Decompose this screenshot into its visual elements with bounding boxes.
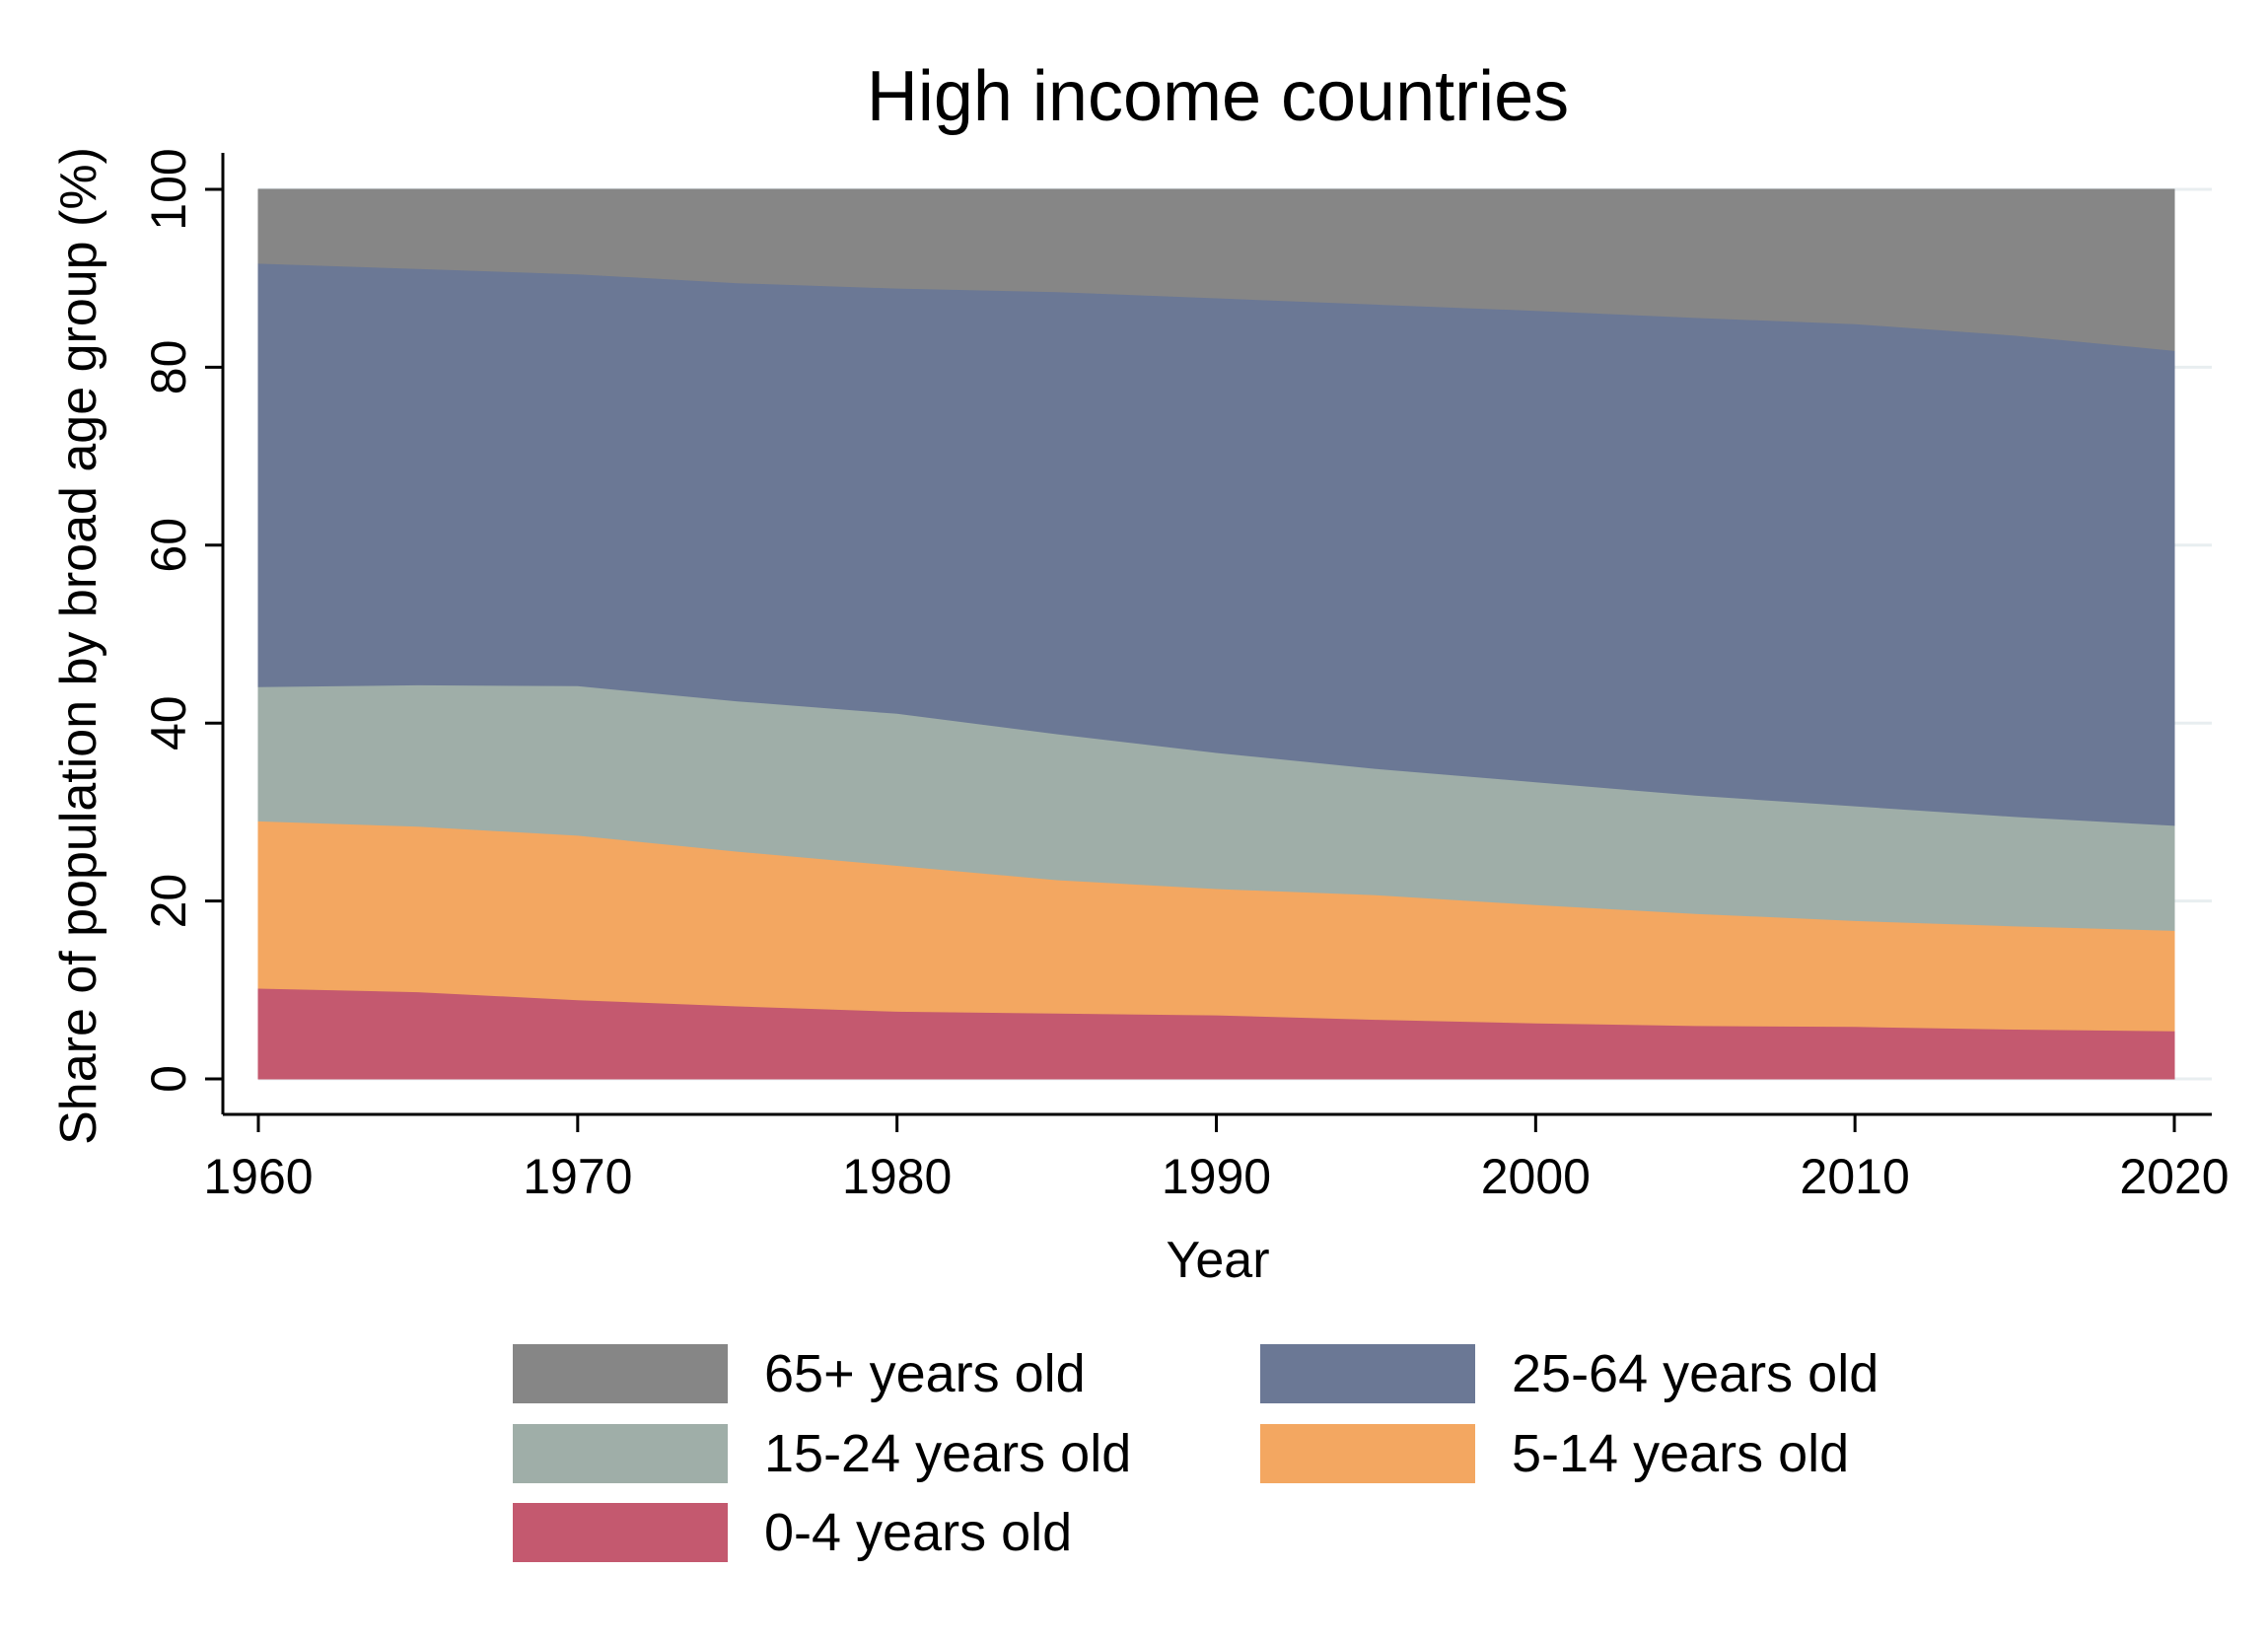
legend-swatch — [513, 1344, 728, 1403]
y-tick-label: 80 — [141, 340, 196, 395]
y-tick-label: 60 — [141, 518, 196, 573]
legend-label: 0-4 years old — [764, 1503, 1072, 1562]
x-tick-label: 1970 — [523, 1149, 632, 1204]
legend: 65+ years old 25-64 years old 15-24 years … — [513, 1344, 1878, 1562]
legend-label: 5-14 years old — [1512, 1424, 1849, 1483]
x-tick-label: 2000 — [1481, 1149, 1591, 1204]
x-tick-label: 2010 — [1801, 1149, 1910, 1204]
legend-swatch — [513, 1503, 728, 1562]
y-tick-label: 0 — [141, 1065, 196, 1093]
x-tick-label: 1980 — [842, 1149, 952, 1204]
y-tick-label: 20 — [141, 874, 196, 929]
chart-title: High income countries — [867, 57, 1569, 136]
stacked-areas — [257, 188, 2175, 1080]
x-ticks: 1960 1970 1980 1990 2000 2010 2020 — [203, 1114, 2230, 1204]
x-tick-label: 1990 — [1162, 1149, 1271, 1204]
y-axis-title: Share of population by broad age group (… — [50, 147, 107, 1145]
y-tick-label: 100 — [141, 148, 196, 230]
legend-swatch — [513, 1424, 728, 1483]
y-tick-label: 40 — [141, 695, 196, 750]
y-ticks: 0 20 40 60 80 100 — [141, 148, 223, 1093]
legend-label: 15-24 years old — [764, 1424, 1131, 1483]
legend-label: 25-64 years old — [1512, 1344, 1878, 1403]
x-tick-label: 2020 — [2119, 1149, 2229, 1204]
x-tick-label: 1960 — [203, 1149, 313, 1204]
area-65plus-years-old — [257, 188, 2175, 351]
legend-label: 65+ years old — [764, 1344, 1086, 1403]
x-axis-title: Year — [1166, 1232, 1269, 1289]
legend-swatch — [1260, 1344, 1475, 1403]
legend-swatch — [1260, 1424, 1475, 1483]
